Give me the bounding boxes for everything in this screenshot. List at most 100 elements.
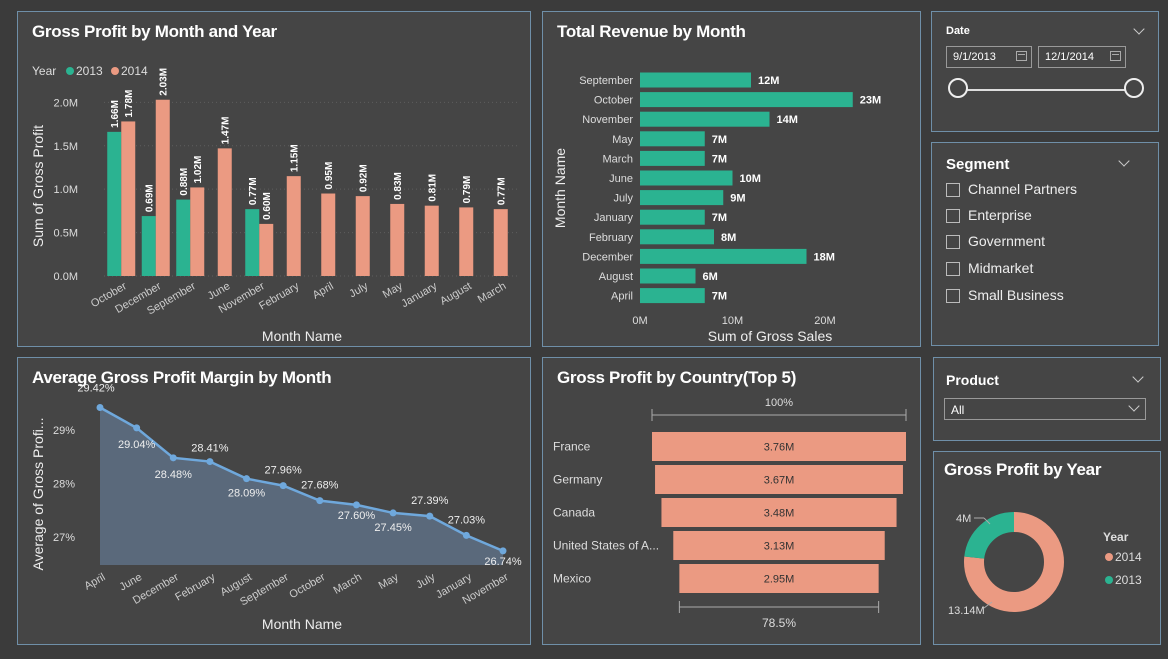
- revenue-month-chart[interactable]: September 12M October 23M November 14M May 7M Ma…: [543, 36, 920, 346]
- segment-slicer-title: Segment: [946, 156, 1010, 173]
- bar-value-label: 0.69M: [145, 184, 156, 212]
- bar-value-label: 1.66M: [110, 100, 121, 128]
- product-dropdown[interactable]: All: [944, 398, 1146, 420]
- slice-label-2013: 4M: [956, 513, 971, 525]
- date-start-field[interactable]: 9/1/2013: [946, 46, 1032, 68]
- data-label: 27.60%: [338, 510, 376, 522]
- segment-item-label: Small Business: [968, 287, 1064, 303]
- bar-2013: [141, 216, 156, 276]
- data-point: [462, 531, 470, 539]
- data-point: [133, 424, 141, 432]
- y-tick-label: September: [579, 75, 633, 87]
- data-point: [96, 404, 104, 412]
- bar-value-label: 10M: [740, 173, 761, 185]
- date-range-end-handle[interactable]: [1124, 78, 1144, 98]
- bar-2013: [245, 209, 260, 276]
- date-slicer: Date 9/1/2013 12/1/2014: [931, 11, 1159, 132]
- legend-label-2013: 2013: [76, 64, 103, 78]
- gp-month-year-chart[interactable]: Year 2013 2014 0.0M 0.5M 1.0M 1.5M 2.0M 1.66M 1.7…: [18, 36, 530, 346]
- checkbox[interactable]: [946, 183, 960, 197]
- data-label: 27.39%: [411, 495, 449, 507]
- bar: [640, 229, 714, 245]
- margin-month-title: Average Gross Profit Margin by Month: [32, 368, 332, 387]
- bar-value-label: 0.92M: [359, 164, 370, 192]
- data-point: [389, 509, 397, 517]
- data-label: 29.04%: [118, 439, 156, 451]
- bar-2014: [217, 148, 232, 276]
- bar-value-label: 14M: [777, 114, 798, 126]
- data-point: [316, 497, 324, 505]
- gp-country-chart[interactable]: 100% France 3.76M Germany 3.67M Canada 3.48M Un…: [543, 382, 920, 644]
- y-tick-label: 0.0M: [54, 271, 78, 283]
- x-tick-label: January: [399, 280, 439, 310]
- chevron-down-icon[interactable]: [1133, 23, 1145, 35]
- bar-value-label: 0.79M: [462, 176, 473, 204]
- x-tick-label: 0M: [632, 315, 647, 327]
- chevron-down-icon[interactable]: [1118, 155, 1130, 167]
- bar-2013: [107, 131, 122, 276]
- bar-value-label: 0.77M: [248, 177, 259, 205]
- category-label: Mexico: [553, 572, 591, 586]
- bar-value-label: 2.03M: [159, 68, 170, 96]
- x-tick-label: February: [257, 280, 302, 313]
- date-end-field[interactable]: 12/1/2014: [1038, 46, 1126, 68]
- bar: [640, 150, 705, 166]
- legend-label-2014: 2014: [1115, 550, 1142, 564]
- data-label: 28.41%: [191, 443, 229, 455]
- bar: [640, 131, 705, 147]
- y-axis-title: Month Name: [552, 148, 568, 228]
- bar-2014: [190, 187, 205, 276]
- bar-value-label: 0.88M: [179, 168, 190, 196]
- gp-year-title: Gross Profit by Year: [944, 460, 1102, 479]
- product-dropdown-value: All: [951, 403, 965, 417]
- checkbox[interactable]: [946, 262, 960, 276]
- legend-label-2014: 2014: [121, 64, 148, 78]
- y-tick-label: 28%: [53, 479, 75, 491]
- margin-month-panel: Average Gross Profit Margin by Month 27%…: [17, 357, 531, 645]
- leader-line: [983, 517, 991, 525]
- calendar-icon[interactable]: [1110, 51, 1121, 61]
- bar-value-label: 23M: [860, 95, 881, 107]
- data-label: 26.74%: [484, 556, 522, 568]
- x-tick-label: August: [438, 280, 474, 308]
- slice-label-2014: 13.14M: [948, 605, 985, 617]
- category-label: France: [553, 440, 591, 454]
- legend-label-2013: 2013: [1115, 573, 1142, 587]
- date-range-start-handle[interactable]: [948, 78, 968, 98]
- calendar-icon[interactable]: [1016, 51, 1027, 61]
- legend-marker-2014: [111, 67, 119, 75]
- x-tick-label: July: [414, 571, 437, 591]
- bar-value-label: 12M: [758, 75, 779, 87]
- y-tick-label: 1.0M: [54, 184, 78, 196]
- x-tick-label: April: [311, 280, 336, 301]
- bar-value-label: 1.47M: [221, 117, 232, 145]
- date-end-value: 12/1/2014: [1045, 51, 1094, 63]
- checkbox[interactable]: [946, 209, 960, 223]
- y-tick-label: June: [609, 173, 633, 185]
- funnel-top-label: 100%: [765, 397, 793, 409]
- segment-item-label: Enterprise: [968, 207, 1032, 223]
- margin-month-chart[interactable]: 27%28%29%29.42%April29.04%June28.48%Dece…: [18, 382, 530, 644]
- x-axis-title: Month Name: [262, 328, 342, 344]
- bar: [640, 288, 705, 304]
- bar-value-label: 3.13M: [764, 541, 795, 553]
- data-label: 28.48%: [155, 469, 193, 481]
- data-label: 27.96%: [265, 465, 303, 477]
- bar-2014: [155, 99, 170, 276]
- chevron-down-icon[interactable]: [1132, 371, 1144, 383]
- date-range-track[interactable]: [960, 89, 1136, 91]
- gp-year-chart[interactable]: 4M 13.14M Year 2014 2013: [934, 476, 1160, 644]
- y-axis-title: Average of Gross Profi...: [30, 417, 46, 570]
- checkbox[interactable]: [946, 235, 960, 249]
- legend-title: Year: [32, 64, 56, 78]
- y-tick-label: March: [602, 153, 633, 165]
- bar-value-label: 0.60M: [262, 192, 273, 220]
- x-tick-label: March: [331, 571, 363, 597]
- data-label: 28.09%: [228, 488, 266, 500]
- checkbox[interactable]: [946, 289, 960, 303]
- bar-value-label: 9M: [730, 193, 745, 205]
- bar: [640, 248, 807, 264]
- bar: [640, 190, 724, 206]
- bar: [640, 111, 770, 127]
- legend-marker-2013: [1105, 576, 1113, 584]
